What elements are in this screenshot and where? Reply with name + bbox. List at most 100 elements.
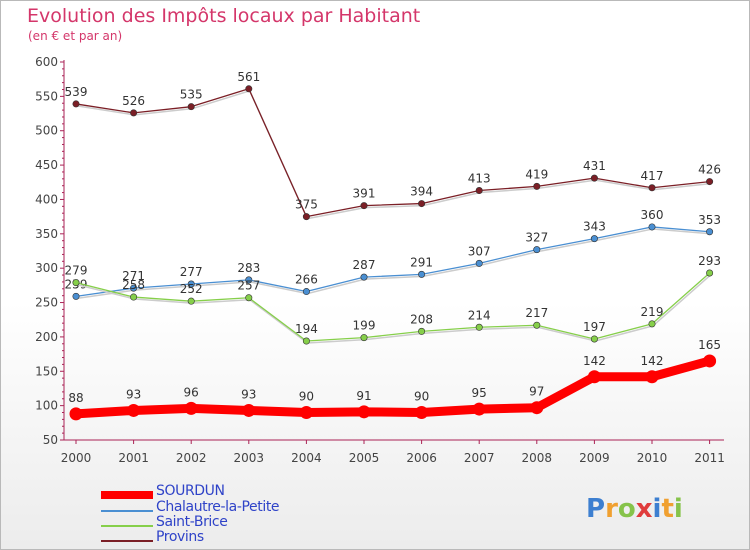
- data-point: [245, 294, 253, 302]
- data-point: [590, 174, 598, 182]
- series-line-shadow: [76, 89, 711, 220]
- data-point: [242, 403, 256, 417]
- data-point: [706, 228, 714, 236]
- data-label: 327: [525, 231, 548, 245]
- data-point: [703, 354, 717, 368]
- data-point: [475, 187, 483, 195]
- data-label: 217: [525, 306, 548, 320]
- y-tick-label: 100: [35, 399, 58, 413]
- data-point: [533, 182, 541, 190]
- data-label: 413: [468, 172, 491, 186]
- legend-label: SOURDUN: [156, 483, 225, 499]
- x-tick-label: 2006: [406, 451, 437, 465]
- data-label: 283: [237, 261, 260, 275]
- data-point: [69, 407, 83, 421]
- data-point: [645, 370, 659, 384]
- y-tick-label: 400: [35, 192, 58, 206]
- legend-swatch: [101, 510, 153, 512]
- chart-subtitle: (en € et par an): [28, 29, 123, 43]
- data-point: [648, 223, 656, 231]
- series-chalautre-la-petite: 259271277283266287291307327343360353: [65, 208, 721, 300]
- data-label: 90: [299, 390, 314, 404]
- data-point: [475, 259, 483, 267]
- data-point: [418, 327, 426, 335]
- data-point: [245, 85, 253, 93]
- data-label: 431: [583, 159, 606, 173]
- data-point: [72, 279, 80, 287]
- x-tick-label: 2000: [61, 451, 92, 465]
- data-point: [533, 321, 541, 329]
- legend-label: Provins: [156, 529, 204, 545]
- data-point: [648, 184, 656, 192]
- x-tick-label: 2009: [579, 451, 610, 465]
- legend-swatch: [101, 491, 153, 499]
- series-sourdun: 88 93 96 93 90 91 90 95 97 142 142 165: [68, 338, 721, 421]
- data-label: 307: [468, 244, 491, 258]
- data-label: 165: [698, 338, 721, 352]
- series-line-shadow: [76, 228, 711, 300]
- chart-title: Evolution des Impôts locaux par Habitant: [27, 5, 421, 27]
- legend-swatch: [101, 525, 153, 527]
- y-tick-label: 350: [35, 227, 58, 241]
- x-tick-label: 2011: [694, 451, 725, 465]
- data-label: 96: [184, 385, 199, 399]
- series-provins: 539 526 535 561 375 391 394 413 419 431 417 426: [65, 70, 721, 221]
- data-label: 197: [583, 320, 606, 334]
- data-label: 194: [295, 322, 318, 336]
- data-point: [587, 370, 601, 384]
- data-label: 214: [468, 308, 491, 322]
- data-label: 142: [583, 354, 606, 368]
- data-label: 417: [641, 169, 664, 183]
- data-point: [360, 273, 368, 281]
- data-point: [184, 401, 198, 415]
- data-point: [187, 280, 195, 288]
- legend-label: Chalautre-la-Petite: [156, 499, 280, 515]
- data-point: [360, 334, 368, 342]
- y-tick-label: 150: [35, 364, 58, 378]
- data-label: 258: [122, 278, 145, 292]
- data-label: 271: [122, 269, 145, 283]
- data-point: [415, 406, 429, 420]
- data-label: 293: [698, 254, 721, 268]
- legend-label: Saint-Brice: [156, 514, 228, 530]
- y-tick-label: 250: [35, 296, 58, 310]
- data-point: [590, 235, 598, 243]
- data-label: 287: [353, 258, 376, 272]
- data-point: [475, 323, 483, 331]
- data-point: [245, 276, 253, 284]
- series-line-shadow: [76, 274, 712, 344]
- series-line: [75, 88, 711, 218]
- data-point: [72, 100, 80, 108]
- data-label: 561: [237, 70, 260, 84]
- x-tick-label: 2005: [349, 451, 380, 465]
- data-label: 353: [698, 213, 721, 227]
- data-label: 93: [126, 387, 141, 401]
- data-point: [302, 213, 310, 221]
- data-point: [130, 109, 138, 117]
- data-label: 539: [65, 85, 88, 99]
- x-tick-label: 2002: [176, 451, 207, 465]
- proxiti-logo: Proxiti: [586, 494, 683, 524]
- data-point: [706, 178, 714, 186]
- series-saint-brice: 279 258 252 257 194 199 208 214 217 197 219 293: [65, 254, 721, 345]
- x-tick-label: 2001: [118, 451, 149, 465]
- data-label: 90: [414, 390, 429, 404]
- y-tick-label: 50: [43, 433, 58, 447]
- data-label: 279: [65, 264, 88, 278]
- svg-text:Proxiti: Proxiti: [586, 494, 683, 524]
- data-label: 97: [529, 385, 544, 399]
- data-point: [706, 269, 714, 277]
- y-tick-label: 550: [35, 89, 58, 103]
- data-point: [302, 288, 310, 296]
- data-point: [533, 246, 541, 254]
- data-point: [130, 293, 138, 301]
- x-tick-label: 2003: [234, 451, 265, 465]
- data-point: [357, 405, 371, 419]
- x-tick-label: 2004: [291, 451, 322, 465]
- data-label: 199: [353, 319, 376, 333]
- y-tick-label: 300: [35, 261, 58, 275]
- data-label: 257: [237, 279, 260, 293]
- data-label: 266: [295, 273, 318, 287]
